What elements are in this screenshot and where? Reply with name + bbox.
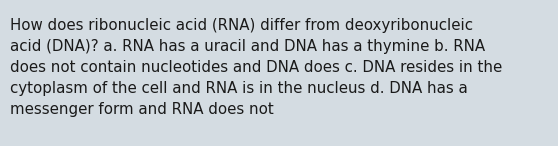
Text: How does ribonucleic acid (RNA) differ from deoxyribonucleic
acid (DNA)? a. RNA : How does ribonucleic acid (RNA) differ f… <box>10 18 502 117</box>
